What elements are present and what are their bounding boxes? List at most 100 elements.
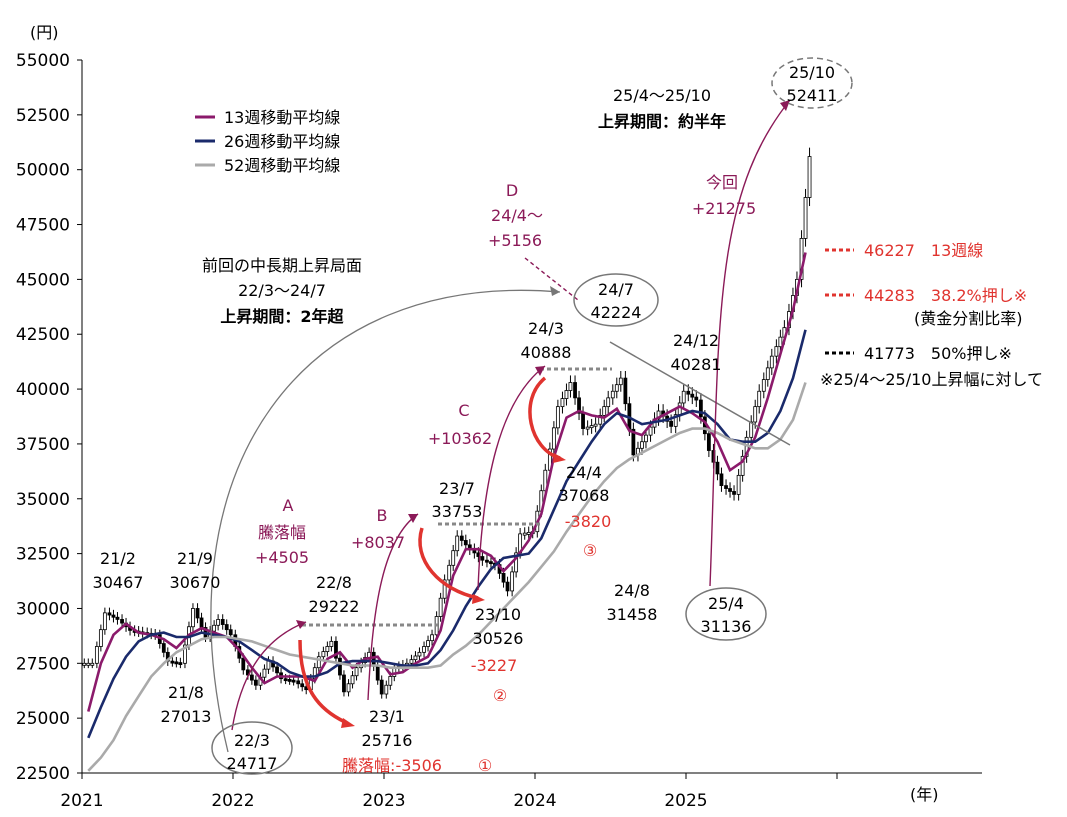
y-tick-label: 32500 — [16, 545, 70, 565]
candle-body — [765, 367, 770, 380]
prev-cycle-arrowhead — [550, 286, 560, 296]
rally-arrow-b — [367, 513, 419, 701]
prev-cycle-period: 上昇期間：2年超 — [220, 307, 344, 326]
candle-body — [249, 674, 254, 681]
circle-25-10 — [771, 57, 853, 109]
ann-21-2-date: 21/2 — [100, 549, 136, 568]
candle-body — [321, 651, 326, 658]
drop-1-num: ① — [478, 756, 492, 775]
decline-arrow-2 — [418, 527, 479, 600]
candle-body — [342, 674, 346, 693]
ann-23-1-val: 25716 — [362, 731, 413, 750]
decline-arrowhead-2 — [472, 594, 485, 604]
candle-body — [761, 379, 766, 392]
candle-body — [769, 355, 774, 369]
candle-body — [724, 485, 728, 489]
candle-body — [593, 423, 598, 427]
candle-body — [115, 616, 120, 620]
rally-arrows — [231, 99, 791, 731]
label-a: A — [283, 496, 294, 515]
moving-average-lines — [87, 252, 807, 772]
candle-body — [681, 390, 686, 404]
candle-body — [442, 579, 447, 599]
candle-body — [740, 455, 745, 476]
x-tick-label: 2024 — [513, 791, 556, 811]
candle-body — [191, 608, 195, 628]
candle-body — [606, 397, 611, 408]
candle-body — [485, 559, 489, 563]
candle-body — [379, 679, 384, 695]
candle-body — [371, 651, 376, 667]
ann-25-10-val: 52411 — [787, 86, 838, 105]
candle-body — [170, 660, 175, 664]
candle-body — [291, 679, 296, 683]
label-b-val: +8037 — [351, 533, 405, 552]
golden-ratio-note: (黄金分割比率) — [914, 309, 1023, 328]
y-tick-label: 45000 — [16, 270, 70, 290]
arrowhead-b — [408, 514, 418, 523]
candle-body — [426, 640, 430, 647]
x-tick-label: 2021 — [60, 791, 103, 811]
candle-body — [413, 655, 418, 661]
y-tick-label: 25000 — [16, 709, 70, 729]
candle-body — [329, 640, 334, 647]
candle-body — [673, 414, 678, 427]
decline-arrowhead-1 — [341, 718, 355, 728]
candle-body — [447, 564, 452, 581]
candle-body — [505, 581, 510, 592]
prev-cycle-range: 22/3～24/7 — [238, 281, 326, 300]
axes — [77, 59, 982, 779]
candle-body — [463, 540, 468, 546]
y-tick-label: 52500 — [16, 106, 70, 126]
candle-body — [216, 619, 221, 626]
ann-24-8-val: 31458 — [607, 605, 658, 624]
candle-body — [178, 662, 183, 665]
candle-body — [375, 665, 380, 681]
candle-body — [610, 390, 615, 399]
circle-22-3 — [211, 721, 293, 775]
candle-body — [510, 571, 515, 592]
ann-23-10-val: 30526 — [473, 629, 524, 648]
candle-body — [778, 336, 783, 348]
candle-body — [316, 656, 321, 669]
candle-body — [640, 441, 644, 449]
ann-25-4-date: 25/4 — [708, 594, 744, 613]
candle-body — [262, 668, 267, 678]
candle-body — [350, 675, 355, 685]
label-d: D — [506, 181, 518, 200]
ann-22-8-val: 29222 — [309, 597, 360, 616]
candle-body — [82, 662, 87, 666]
prev-cycle-title: 前回の中長期上昇局面 — [202, 256, 362, 275]
candle-body — [618, 377, 623, 386]
candle-body — [526, 532, 531, 535]
rally-arrowheads — [296, 100, 790, 629]
candle-body — [560, 398, 565, 408]
cur-cycle-period: 上昇期間：約半年 — [598, 112, 726, 131]
y-tick-label: 50000 — [16, 161, 70, 181]
rally-arrow-a — [231, 621, 307, 731]
x-unit-label: (年) — [910, 785, 939, 804]
ann-23-1-date: 23/1 — [369, 707, 405, 726]
candle-body — [90, 662, 95, 666]
decline-arrow-1 — [298, 639, 346, 724]
arrowhead-now — [780, 100, 790, 111]
ma-line-26週移動平均線 — [87, 329, 807, 739]
candle-body — [694, 396, 699, 401]
callout-circles — [211, 57, 853, 775]
ann-24-4-val: 37068 — [559, 486, 610, 505]
legend-label-26w: 26週移動平均線 — [224, 132, 340, 151]
candle-body — [287, 678, 292, 682]
ann-24-7-val: 42224 — [591, 303, 642, 322]
legend: 13週移動平均線 26週移動平均線 52週移動平均線 — [195, 108, 340, 175]
candle-body — [589, 425, 594, 429]
label-now-val: +21275 — [692, 199, 756, 218]
candle-body — [107, 612, 112, 616]
candle-body — [102, 612, 107, 631]
annotations: 21/2 30467 21/9 30670 21/8 27013 22/3 24… — [93, 63, 838, 775]
candle-body — [706, 433, 711, 451]
candle-body — [228, 629, 233, 636]
candle-body — [266, 660, 271, 670]
candle-body — [94, 646, 99, 664]
ann-24-8-date: 24/8 — [614, 581, 650, 600]
candle-body — [669, 420, 674, 427]
